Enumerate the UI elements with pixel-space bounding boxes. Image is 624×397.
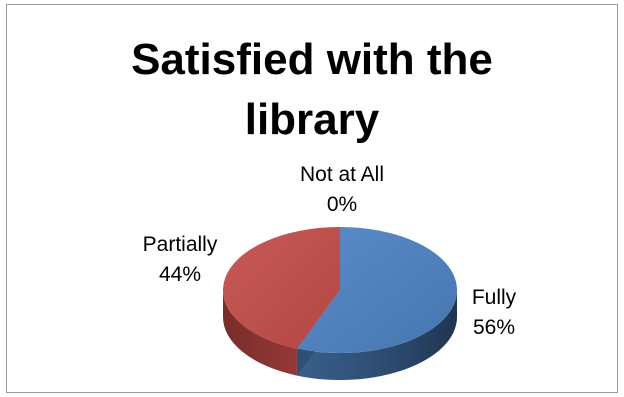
chart-title-line-1: Satisfied with the bbox=[131, 35, 493, 84]
label-fully: Fully 56% bbox=[444, 283, 544, 343]
pie-slice-fully bbox=[296, 227, 457, 353]
pie-slice-partially bbox=[222, 227, 340, 349]
pie-slice-side-fully bbox=[296, 290, 457, 381]
label-fully-name: Fully bbox=[471, 286, 517, 309]
label-fully-pct: 56% bbox=[472, 316, 516, 339]
label-partially-pct: 44% bbox=[158, 263, 202, 286]
label-not-at-all-name: Not at All bbox=[299, 163, 385, 186]
pie-slice-side-partially bbox=[222, 290, 297, 376]
chart-title-line-2: library bbox=[244, 95, 380, 144]
label-partially: Partially 44% bbox=[120, 230, 240, 290]
label-not-at-all-pct: 0% bbox=[326, 193, 358, 216]
label-partially-name: Partially bbox=[142, 233, 218, 256]
label-not-at-all: Not at All 0% bbox=[262, 160, 422, 220]
chart-title: Satisfied with the library bbox=[0, 30, 624, 150]
